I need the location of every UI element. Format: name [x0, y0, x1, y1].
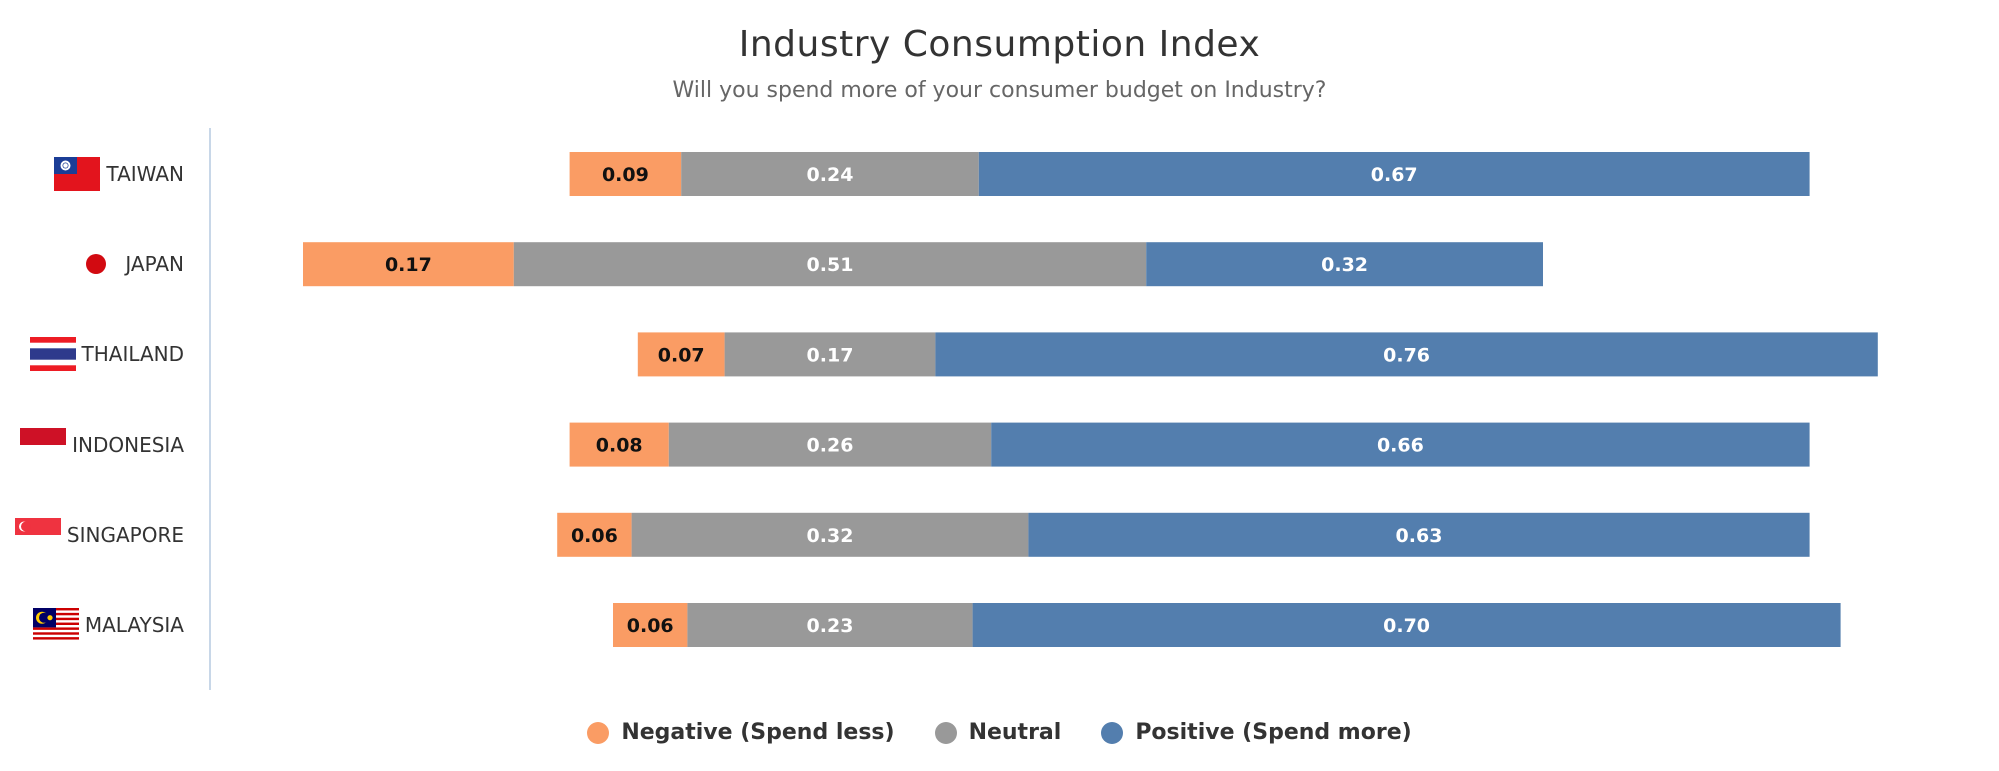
category-axis-line	[209, 128, 211, 690]
data-label-neutral-japan: 0.51	[807, 254, 854, 276]
category-label-japan: JAPAN	[0, 242, 184, 286]
category-label-singapore: SINGAPORE	[0, 513, 184, 557]
indonesia-flag-icon	[20, 428, 67, 462]
data-label-neutral-indonesia: 0.26	[807, 435, 854, 457]
category-label-thailand: THAILAND	[0, 332, 184, 376]
bar-neutral-taiwan[interactable]	[681, 152, 979, 196]
bar-negative-taiwan[interactable]	[569, 152, 682, 196]
data-label-neutral-singapore: 0.32	[807, 525, 854, 547]
category-text: INDONESIA	[72, 433, 184, 457]
bar-negative-singapore[interactable]	[557, 512, 632, 557]
legend: Negative (Spend less) Neutral Positive (…	[0, 720, 1999, 745]
category-text: JAPAN	[125, 252, 184, 276]
legend-item-positive[interactable]: Positive (Spend more)	[1101, 720, 1412, 745]
bar-positive-singapore[interactable]	[1028, 512, 1810, 557]
japan-flag-icon	[73, 247, 120, 281]
legend-marker-negative	[587, 721, 610, 744]
data-label-positive-taiwan: 0.67	[1371, 164, 1418, 186]
data-label-positive-japan: 0.32	[1321, 254, 1368, 276]
category-text: THAILAND	[81, 342, 184, 366]
data-label-positive-malaysia: 0.70	[1383, 615, 1430, 637]
bar-neutral-thailand[interactable]	[724, 332, 936, 377]
legend-marker-positive	[1101, 721, 1124, 744]
legend-marker-neutral	[934, 721, 957, 744]
bar-positive-thailand[interactable]	[935, 332, 1878, 377]
bar-neutral-malaysia[interactable]	[687, 603, 973, 647]
category-label-indonesia: INDONESIA	[0, 423, 184, 467]
data-label-neutral-thailand: 0.17	[807, 344, 854, 366]
data-label-positive-singapore: 0.63	[1396, 525, 1443, 547]
legend-label-positive: Positive (Spend more)	[1135, 720, 1412, 745]
data-label-negative-singapore: 0.06	[571, 525, 618, 547]
category-text: MALAYSIA	[84, 613, 184, 637]
category-text: TAIWAN	[106, 162, 184, 186]
data-label-negative-indonesia: 0.08	[596, 435, 643, 457]
data-label-negative-thailand: 0.07	[658, 344, 705, 366]
bar-positive-japan[interactable]	[1146, 242, 1543, 287]
data-label-negative-malaysia: 0.06	[627, 615, 674, 637]
bar-negative-malaysia[interactable]	[613, 603, 688, 647]
legend-item-neutral[interactable]: Neutral	[934, 720, 1062, 745]
chart-subtitle: Will you spend more of your consumer bud…	[672, 78, 1327, 103]
data-label-neutral-taiwan: 0.24	[807, 164, 854, 186]
data-label-negative-japan: 0.17	[385, 254, 432, 276]
bar-positive-taiwan[interactable]	[978, 152, 1810, 196]
bar-negative-japan[interactable]	[303, 242, 514, 287]
bar-positive-malaysia[interactable]	[972, 603, 1841, 647]
bar-neutral-singapore[interactable]	[631, 512, 1029, 557]
data-label-positive-indonesia: 0.66	[1377, 435, 1424, 457]
category-label-malaysia: MALAYSIA	[0, 603, 184, 647]
legend-label-neutral: Neutral	[968, 720, 1062, 745]
data-label-positive-thailand: 0.76	[1383, 344, 1430, 366]
thailand-flag-icon	[29, 337, 76, 371]
category-label-taiwan: TAIWAN	[0, 152, 184, 196]
bar-neutral-japan[interactable]	[513, 242, 1147, 287]
bar-negative-indonesia[interactable]	[569, 422, 669, 467]
chart-title: Industry Consumption Index	[738, 24, 1261, 65]
legend-item-negative[interactable]: Negative (Spend less)	[587, 720, 895, 745]
data-label-neutral-malaysia: 0.23	[807, 615, 854, 637]
category-text: SINGAPORE	[66, 523, 184, 547]
legend-label-negative: Negative (Spend less)	[621, 720, 895, 745]
malaysia-flag-icon	[32, 608, 79, 642]
bar-neutral-indonesia[interactable]	[668, 422, 992, 467]
bar-negative-thailand[interactable]	[637, 332, 725, 377]
bar-positive-indonesia[interactable]	[991, 422, 1810, 467]
data-label-negative-taiwan: 0.09	[602, 164, 649, 186]
singapore-flag-icon	[14, 518, 61, 552]
taiwan-flag-icon	[54, 157, 101, 191]
